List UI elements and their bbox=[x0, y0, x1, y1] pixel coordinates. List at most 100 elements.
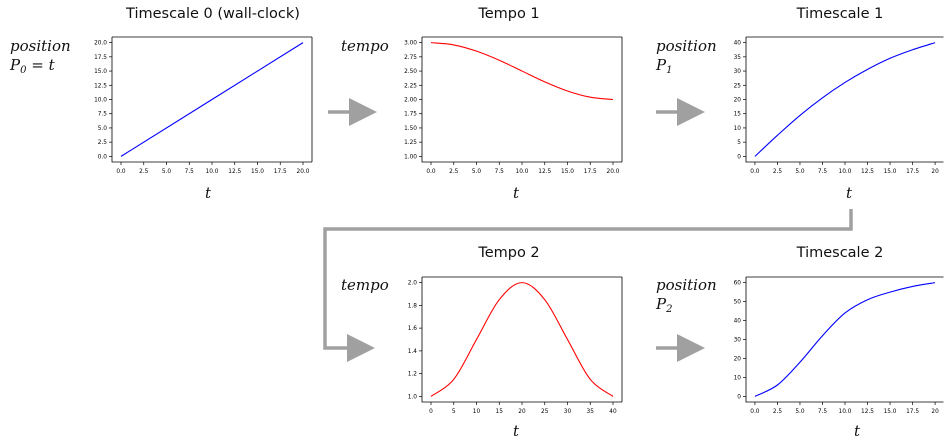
y-tick-label: 40 bbox=[734, 41, 742, 47]
xlabel-t-1: t bbox=[513, 184, 520, 202]
y-tick-label: 60 bbox=[734, 281, 742, 287]
y-tick-label: 2.50 bbox=[404, 69, 417, 75]
x-tick-label: 2.5 bbox=[139, 169, 149, 175]
y-tick-label: 1.2 bbox=[408, 372, 418, 378]
p0-formula: P0 = t bbox=[10, 56, 55, 76]
xlabel-t-0: t bbox=[205, 184, 212, 202]
y-tick-label: 7.5 bbox=[98, 112, 108, 118]
ylabel-position-2: position P2 bbox=[656, 276, 717, 319]
x-tick-label: 10.0 bbox=[206, 169, 219, 175]
p2-formula: P2 bbox=[656, 295, 672, 315]
y-tick-label: 30 bbox=[734, 338, 742, 344]
x-tick-label: 20 bbox=[931, 409, 939, 415]
series-line bbox=[430, 282, 614, 397]
p0-equals: = t bbox=[26, 56, 55, 74]
p0-letter: P bbox=[10, 56, 21, 74]
x-tick-label: 7.5 bbox=[495, 169, 505, 175]
y-tick-label: 5 bbox=[737, 140, 741, 146]
y-tick-label: 1.50 bbox=[404, 126, 417, 132]
y-tick-label: 35 bbox=[734, 55, 742, 61]
x-tick-label: 20 bbox=[931, 169, 939, 175]
flow-connector bbox=[323, 209, 853, 362]
xlabel-t-3: t bbox=[513, 422, 520, 440]
x-tick-label: 12.5 bbox=[861, 409, 874, 415]
y-tick-label: 50 bbox=[734, 300, 742, 306]
series-line bbox=[120, 42, 304, 157]
series-line bbox=[430, 42, 614, 101]
y-tick-label: 17.5 bbox=[94, 55, 107, 61]
chart-title-timescale-0: Timescale 0 (wall-clock) bbox=[126, 6, 300, 22]
x-tick-label: 0.0 bbox=[426, 169, 436, 175]
y-tick-label: 15 bbox=[734, 112, 742, 118]
y-tick-label: 30 bbox=[734, 69, 742, 75]
x-tick-label: 12.5 bbox=[228, 169, 241, 175]
x-tick-label: 0 bbox=[429, 409, 433, 415]
x-tick-label: 15.0 bbox=[561, 169, 574, 175]
x-tick-label: 0.0 bbox=[116, 169, 126, 175]
p1-subscript: 1 bbox=[666, 65, 673, 76]
plot-frame bbox=[421, 276, 623, 403]
p0-subscript: 0 bbox=[20, 65, 27, 76]
y-tick-label: 15.0 bbox=[94, 69, 107, 75]
y-tick-label: 1.6 bbox=[408, 326, 418, 332]
y-tick-label: 1.00 bbox=[404, 154, 417, 160]
tempo-word: tempo bbox=[341, 276, 389, 294]
position-word: position bbox=[656, 276, 717, 294]
y-tick-label: 1.75 bbox=[404, 112, 417, 118]
ylabel-tempo-1: tempo bbox=[341, 37, 389, 56]
x-tick-label: 5.0 bbox=[795, 409, 805, 415]
x-tick-label: 7.5 bbox=[185, 169, 195, 175]
x-tick-label: 15.0 bbox=[251, 169, 264, 175]
xlabel-t-2: t bbox=[846, 184, 853, 202]
y-tick-label: 3.00 bbox=[404, 41, 417, 47]
x-tick-label: 17.5 bbox=[584, 169, 597, 175]
series-line bbox=[754, 282, 936, 397]
x-tick-label: 30 bbox=[564, 409, 572, 415]
p1-formula: P1 bbox=[656, 56, 673, 76]
y-tick-label: 20 bbox=[734, 356, 742, 362]
chart-title-timescale-1: Timescale 1 bbox=[796, 6, 884, 22]
chart-timescale-2: 0.0 2.5 5.0 7.5 10.0 12.5 15.0 17.5 20 0 10 20 30 40 5… bbox=[734, 276, 944, 415]
xlabel-t-4: t bbox=[854, 422, 861, 440]
y-tick-label: 5.0 bbox=[98, 126, 108, 132]
y-tick-label: 2.5 bbox=[98, 140, 108, 146]
p2-letter: P bbox=[656, 295, 667, 313]
y-tick-label: 12.5 bbox=[94, 83, 107, 89]
x-tick-label: 12.5 bbox=[538, 169, 551, 175]
position-word: position bbox=[10, 37, 71, 55]
x-tick-label: 10.0 bbox=[516, 169, 529, 175]
x-tick-label: 35 bbox=[587, 409, 595, 415]
p1-letter: P bbox=[656, 56, 667, 74]
y-tick-label: 40 bbox=[734, 319, 742, 325]
x-tick-label: 2.5 bbox=[773, 409, 783, 415]
plot-frame bbox=[745, 36, 944, 163]
x-tick-label: 15 bbox=[496, 409, 504, 415]
chart-title-tempo-1: Tempo 1 bbox=[478, 6, 540, 22]
chart-tempo-1: 0.0 2.5 5.0 7.5 10.0 12.5 15.0 17.5 20.0 1.00 1.25… bbox=[404, 36, 623, 175]
x-tick-label: 10.0 bbox=[839, 169, 852, 175]
x-tick-label: 20.0 bbox=[297, 169, 310, 175]
y-tick-label: 10 bbox=[734, 126, 742, 132]
y-tick-label: 1.8 bbox=[408, 303, 418, 309]
x-tick-label: 7.5 bbox=[818, 409, 828, 415]
y-tick-label: 25 bbox=[734, 83, 742, 89]
tempo-word: tempo bbox=[341, 37, 389, 55]
x-tick-label: 17.5 bbox=[274, 169, 287, 175]
x-tick-label: 7.5 bbox=[818, 169, 828, 175]
x-tick-label: 40 bbox=[609, 409, 617, 415]
x-tick-label: 15.0 bbox=[884, 409, 897, 415]
x-tick-label: 0.0 bbox=[750, 409, 760, 415]
x-tick-label: 20.0 bbox=[607, 169, 620, 175]
y-tick-label: 2.0 bbox=[408, 281, 418, 287]
plot-frame bbox=[421, 36, 623, 163]
x-tick-label: 20 bbox=[518, 409, 526, 415]
y-tick-label: 1.0 bbox=[408, 394, 418, 400]
y-tick-label: 0 bbox=[737, 394, 741, 400]
x-tick-label: 17.5 bbox=[906, 409, 919, 415]
x-tick-label: 17.5 bbox=[906, 169, 919, 175]
x-tick-label: 2.5 bbox=[773, 169, 783, 175]
x-tick-label: 15.0 bbox=[884, 169, 897, 175]
x-tick-label: 2.5 bbox=[449, 169, 459, 175]
ylabel-tempo-2: tempo bbox=[341, 276, 389, 295]
